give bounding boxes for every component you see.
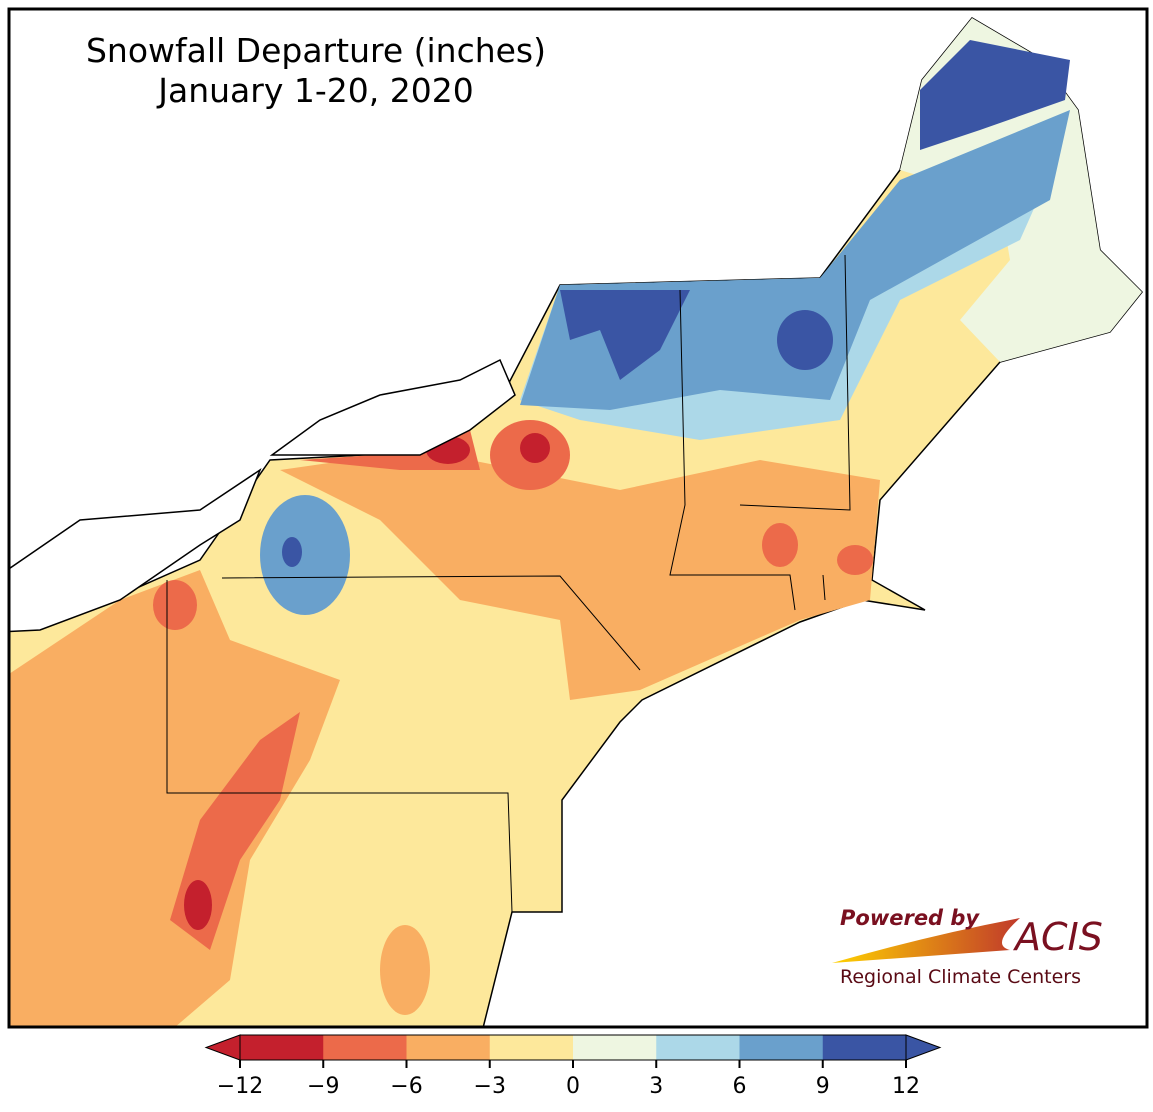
colorbar-tick-label: 9	[816, 1074, 830, 1099]
region-dark-blue	[282, 537, 302, 567]
region-dark-blue	[560, 290, 690, 380]
colorbar-swatch	[656, 1035, 740, 1060]
state-borders	[166, 254, 851, 913]
colorbar: −12 −9 −6 −3 0 3 6 9 12	[204, 1034, 942, 1099]
region-orange	[280, 450, 880, 700]
colorbar-swatch	[573, 1035, 657, 1060]
region-red-orange	[762, 523, 798, 567]
colorbar-tick-label: −9	[307, 1074, 339, 1099]
region-orange	[380, 925, 430, 1015]
frame	[7, 7, 1149, 1029]
colorbar-tick-label: 6	[733, 1074, 747, 1099]
colorbar-swatch	[323, 1035, 407, 1060]
colorbar-tick-label: −12	[217, 1074, 263, 1099]
map-title: Snowfall Departure (inches)	[86, 31, 546, 70]
region-orange	[9, 570, 340, 1027]
colorbar-tick-label: 12	[892, 1074, 920, 1099]
region-red-orange	[153, 580, 197, 630]
logo: Powered by ACIS Regional Climate Centers	[832, 906, 1103, 988]
region-dark-blue	[777, 310, 833, 370]
colorbar-tick-label: −6	[390, 1074, 422, 1099]
region-blue	[260, 495, 350, 615]
lake-erie	[9, 468, 262, 633]
colorbar-swatch	[822, 1035, 907, 1060]
colorbar-extend-high	[905, 1034, 942, 1061]
logo-tagline: Powered by	[840, 906, 980, 930]
map-subtitle: January 1-20, 2020	[156, 71, 473, 110]
region-red-orange	[837, 545, 873, 575]
colorbar-swatch	[406, 1035, 491, 1060]
colorbar-tick-label: 0	[566, 1074, 580, 1099]
logo-organization: Regional Climate Centers	[840, 966, 1081, 988]
map	[9, 17, 1144, 1027]
lake-ontario	[269, 358, 516, 456]
colorbar-extend-low	[204, 1034, 241, 1061]
region-dark-red	[520, 433, 550, 463]
logo-name: ACIS	[1012, 915, 1103, 959]
logo-swoosh	[832, 918, 1020, 963]
colorbar-swatch	[240, 1035, 324, 1060]
colorbar-tick-label: −3	[474, 1074, 506, 1099]
colorbar-swatch	[739, 1035, 824, 1060]
region-dark-blue	[920, 40, 1070, 150]
region-dark-red	[184, 880, 212, 930]
colorbar-swatch	[489, 1035, 574, 1060]
colorbar-tick-label: 3	[649, 1074, 663, 1099]
